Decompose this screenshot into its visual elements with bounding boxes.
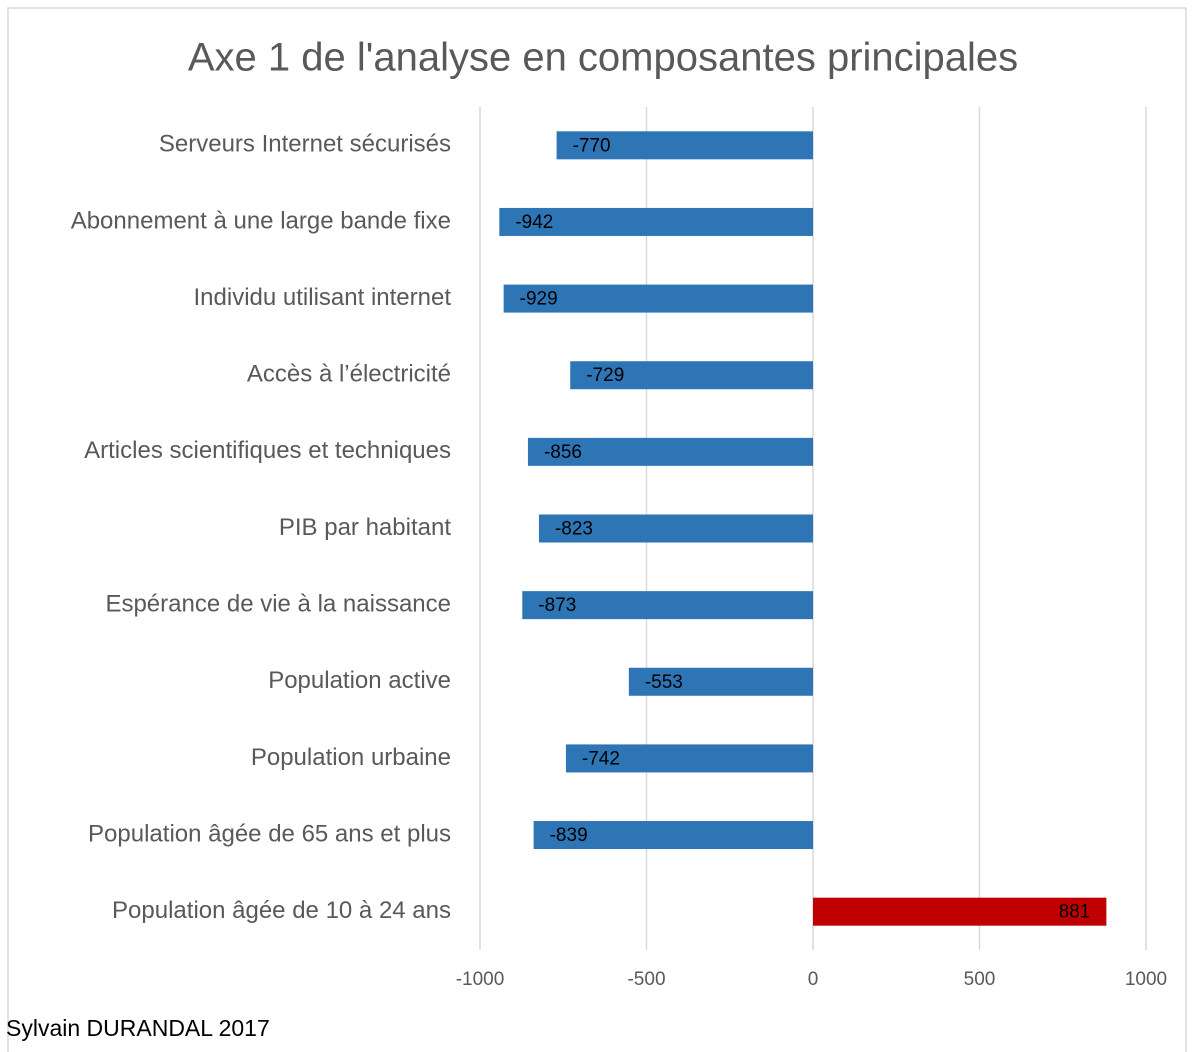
y-tick-label: Serveurs Internet sécurisés [159,131,451,158]
chart-title: Axe 1 de l'analyse en composantes princi… [188,36,1018,80]
data-label: -770 [573,135,611,156]
bar [813,897,1107,926]
y-tick-label: Abonnement à une large bande fixe [71,207,451,234]
bar [527,437,813,466]
data-label: 881 [1059,902,1091,923]
bar [538,514,813,543]
bar [565,744,813,773]
y-tick-label: Articles scientifiques et techniques [84,437,451,464]
data-label: -929 [520,289,558,310]
y-tick-label: Accès à l’électricité [247,361,451,388]
data-label: -823 [555,519,593,540]
data-label: -942 [515,212,553,233]
y-tick-label: PIB par habitant [279,514,451,541]
bar [628,667,813,696]
y-tick-label: Espérance de vie à la naissance [105,590,451,617]
x-tick-label: 500 [964,969,996,990]
data-label: -873 [538,595,576,616]
x-tick-label: -500 [627,969,665,990]
bar [570,361,813,390]
x-tick-label: 1000 [1125,969,1167,990]
data-label: -856 [544,442,582,463]
y-tick-label: Population urbaine [251,744,451,771]
caption: Sylvain DURANDAL 2017 [6,1015,270,1041]
chart-border [7,7,1187,1052]
y-tick-label: Individu utilisant internet [194,284,452,311]
y-tick-label: Population âgée de 10 à 24 ans [112,897,451,924]
y-tick-label: Population active [268,667,451,694]
bar [522,591,813,620]
data-label: -742 [582,748,620,769]
data-label: -729 [586,365,624,386]
bar [499,207,813,236]
x-tick-label: 0 [808,969,819,990]
data-label: -839 [550,825,588,846]
data-label: -553 [645,672,683,693]
bar [503,284,813,313]
y-tick-label: Population âgée de 65 ans et plus [88,820,451,847]
x-tick-label: -1000 [456,969,505,990]
bar [533,821,813,850]
bar [556,131,813,160]
